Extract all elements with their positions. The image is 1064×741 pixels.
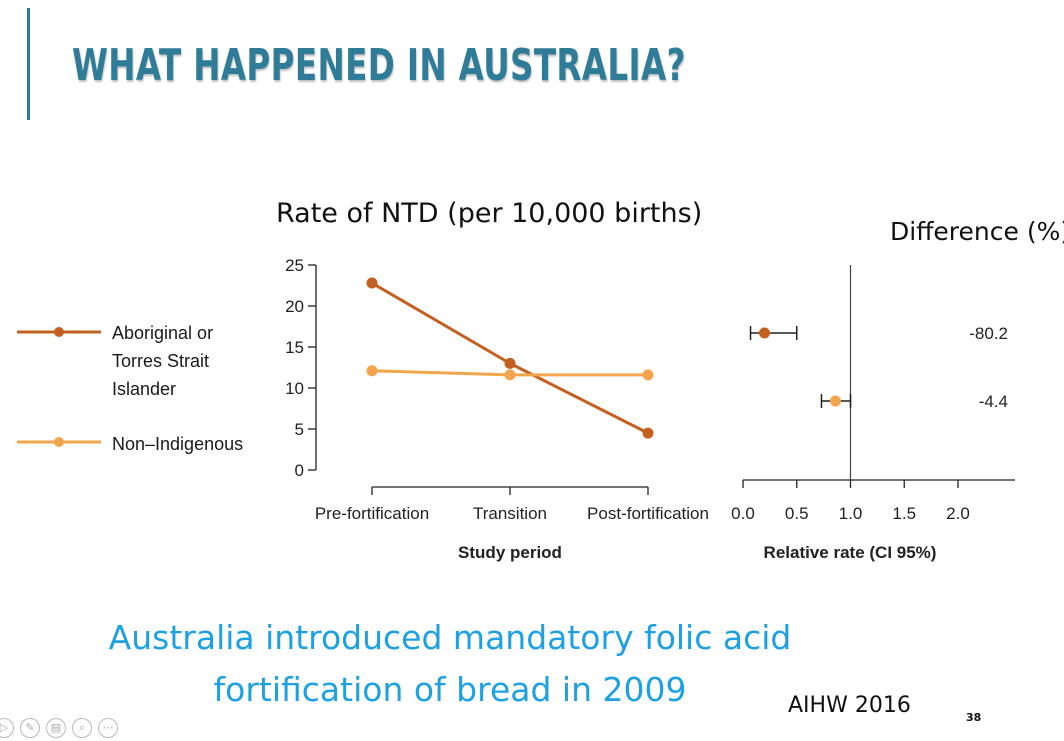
x-axis-title: Study period — [458, 543, 562, 562]
forest-x-tick-label: 0.5 — [785, 504, 809, 523]
estimate-point — [759, 327, 770, 339]
pen-icon[interactable]: ✎ — [20, 718, 40, 738]
slide-title: WHAT HAPPENED IN AUSTRALIA? — [72, 40, 686, 91]
more-icon[interactable]: ⋯ — [98, 718, 118, 738]
source-citation: AIHW 2016 — [788, 693, 911, 718]
page-number: 38 — [966, 711, 982, 724]
legend-markers — [17, 327, 101, 447]
x-tick-label: Transition — [473, 504, 547, 523]
difference-value: -80.2 — [969, 324, 1008, 343]
legend-label-non-indigenous: Non–Indigenous — [112, 434, 244, 454]
y-tick-label: 15 — [285, 338, 304, 357]
data-point — [366, 365, 378, 377]
data-point — [366, 277, 378, 289]
difference-value: -4.4 — [979, 392, 1008, 411]
difference-title: Difference (%) — [890, 217, 1064, 246]
data-point — [642, 427, 654, 439]
legend-marker-aboriginal — [54, 327, 64, 337]
legend-label-aboriginal: Aboriginal or Torres Strait Islander — [112, 323, 214, 399]
forest-panel: 0.0 0.5 1.0 1.5 2.0 Relative rate (CI 95%) -80… — [731, 265, 1015, 562]
forest-x-axis-title: Relative rate (CI 95%) — [764, 543, 937, 562]
forest-x-tick-label: 1.5 — [892, 504, 916, 523]
x-tick-label: Post-fortification — [587, 504, 709, 523]
y-tick-label: 20 — [285, 297, 304, 316]
zoom-icon[interactable]: ⌕ — [72, 718, 92, 738]
data-point — [504, 357, 516, 369]
y-tick-label: 5 — [295, 420, 304, 439]
forest-x-tick-label: 0.0 — [731, 504, 755, 523]
data-point — [642, 369, 654, 381]
estimate-point — [829, 395, 841, 407]
forest-x-tick-label: 1.0 — [839, 504, 863, 523]
line-panel: 0 5 10 15 20 25 Pre-fortification Transition Pos… — [285, 256, 709, 562]
forest-x-tick-label: 2.0 — [946, 504, 970, 523]
y-tick-label: 10 — [285, 379, 304, 398]
presentation-toolbar: ▷ ✎ ▤ ⌕ ⋯ — [0, 718, 118, 738]
title-accent-bar — [27, 8, 30, 120]
chart-title: Rate of NTD (per 10,000 births) — [276, 198, 703, 229]
legend-marker-non-indigenous — [54, 437, 64, 447]
y-tick-label: 0 — [295, 461, 304, 480]
slides-icon[interactable]: ▤ — [46, 718, 66, 738]
x-tick-label: Pre-fortification — [315, 504, 429, 523]
play-icon[interactable]: ▷ — [0, 718, 14, 738]
data-point — [504, 369, 516, 381]
y-tick-label: 25 — [285, 256, 304, 275]
slide-caption: Australia introduced mandatory folic aci… — [108, 618, 792, 709]
